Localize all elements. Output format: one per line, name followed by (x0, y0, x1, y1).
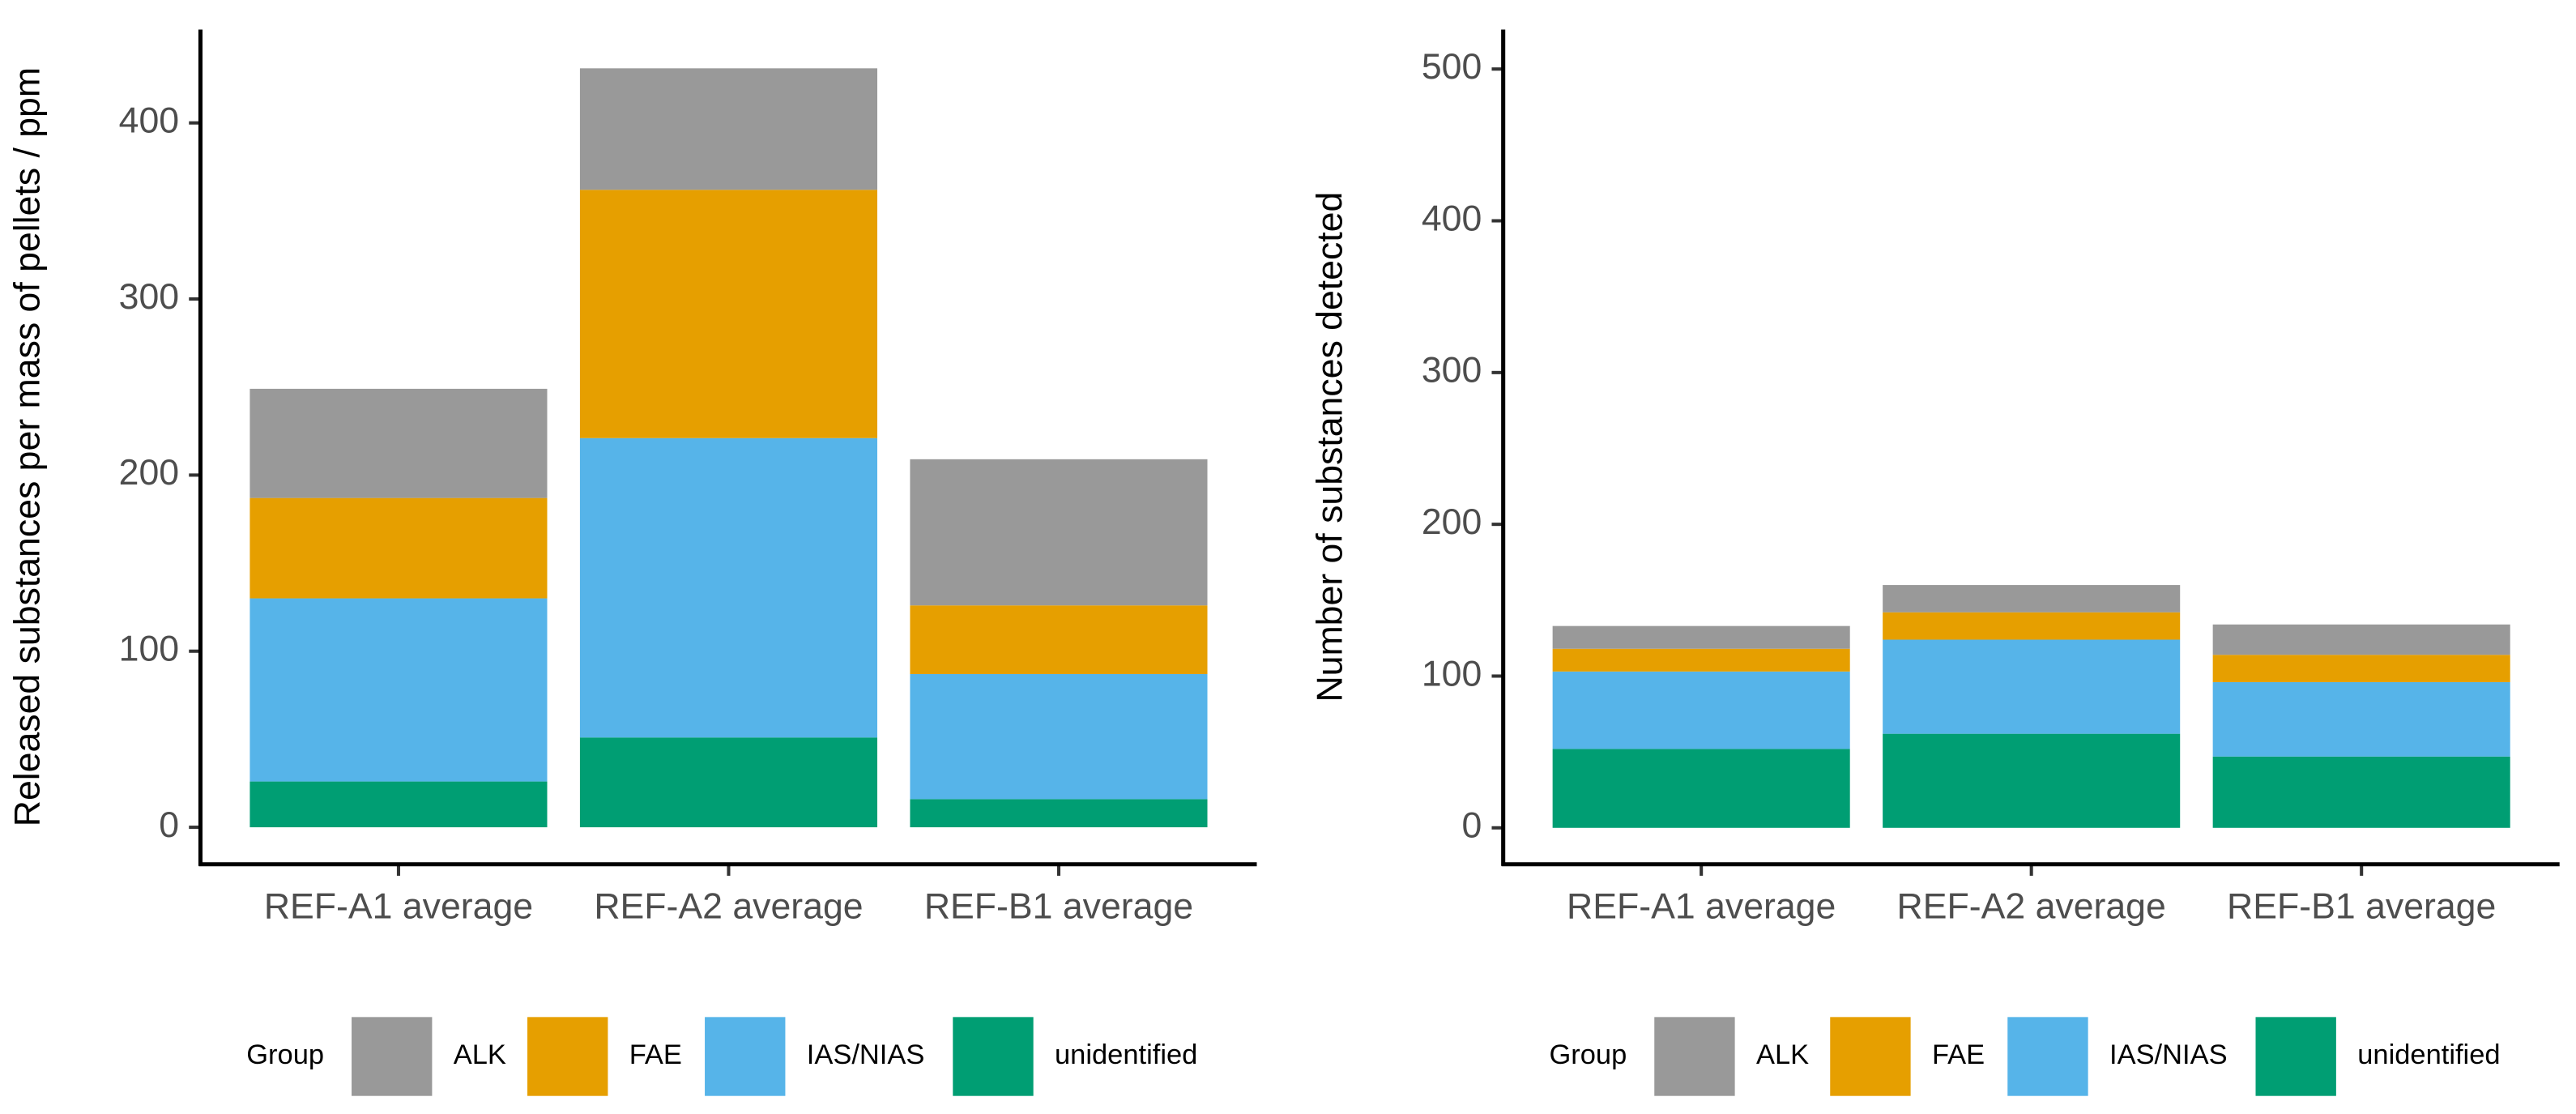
bar-segment (1552, 671, 1850, 749)
bar-segment (579, 190, 877, 438)
bar-segment (910, 605, 1208, 675)
bar-segment (2212, 624, 2510, 655)
bar-segment (910, 799, 1208, 828)
bar-segment (579, 737, 877, 828)
legend-label: FAE (629, 1039, 682, 1070)
bar-segment (2212, 681, 2510, 757)
y-axis-title: Released substances per mass of pellets … (7, 67, 47, 826)
y-tick-label: 200 (1422, 502, 1482, 542)
bar-segment (910, 459, 1208, 606)
y-tick-label: 0 (1461, 806, 1482, 846)
y-tick-label: 0 (159, 805, 179, 845)
y-tick-label: 400 (119, 100, 179, 140)
y-tick-label: 100 (1422, 654, 1482, 694)
x-tick-label: REF-B1 average (924, 886, 1193, 926)
bar-segment (249, 388, 548, 498)
legend-key (2007, 1017, 2088, 1096)
bar-segment (249, 781, 548, 828)
y-tick-label: 300 (119, 277, 179, 317)
legend-title: Group (246, 1039, 324, 1070)
bar-segment (1552, 625, 1850, 649)
x-tick-label: REF-B1 average (2227, 886, 2496, 926)
x-tick-label: REF-A2 average (1897, 886, 2166, 926)
x-tick-label: REF-A1 average (264, 886, 533, 926)
bar-segment (579, 68, 877, 190)
x-tick-label: REF-A2 average (594, 886, 863, 926)
legend-key (953, 1017, 1034, 1096)
legend-key (705, 1017, 786, 1096)
x-tick-label: REF-A1 average (1567, 886, 1836, 926)
legend-label: IAS/NIAS (2109, 1039, 2228, 1070)
bar-segment (249, 497, 548, 599)
bar-segment (2212, 655, 2510, 682)
bar-segment (1883, 612, 2181, 640)
bar-segment (1883, 585, 2181, 612)
y-tick-label: 200 (119, 453, 179, 493)
y-axis-title: Number of substances detected (1311, 192, 1350, 702)
bar-segment (249, 598, 548, 782)
legend-label: FAE (1932, 1039, 1985, 1070)
bar-segment (1883, 733, 2181, 828)
legend-key (352, 1017, 433, 1096)
bar-segment (1552, 648, 1850, 672)
bar-segment (579, 437, 877, 738)
legend-key (1830, 1017, 1911, 1096)
bar-segment (1883, 639, 2181, 734)
legend-key (2255, 1017, 2336, 1096)
bar-segment (1552, 749, 1850, 828)
legend-label: unidentified (2357, 1039, 2500, 1070)
bar-segment (2212, 756, 2510, 828)
y-tick-label: 500 (1422, 47, 1482, 87)
bar-segment (910, 674, 1208, 800)
legend-key (527, 1017, 608, 1096)
y-tick-label: 100 (119, 630, 179, 669)
legend-label: ALK (1756, 1039, 1809, 1070)
legend-title: Group (1549, 1039, 1627, 1070)
legend-label: IAS/NIAS (807, 1039, 925, 1070)
y-tick-label: 400 (1422, 198, 1482, 238)
y-tick-label: 300 (1422, 351, 1482, 391)
legend-key (1654, 1017, 1735, 1096)
legend-label: ALK (454, 1039, 506, 1070)
legend-label: unidentified (1055, 1039, 1197, 1070)
